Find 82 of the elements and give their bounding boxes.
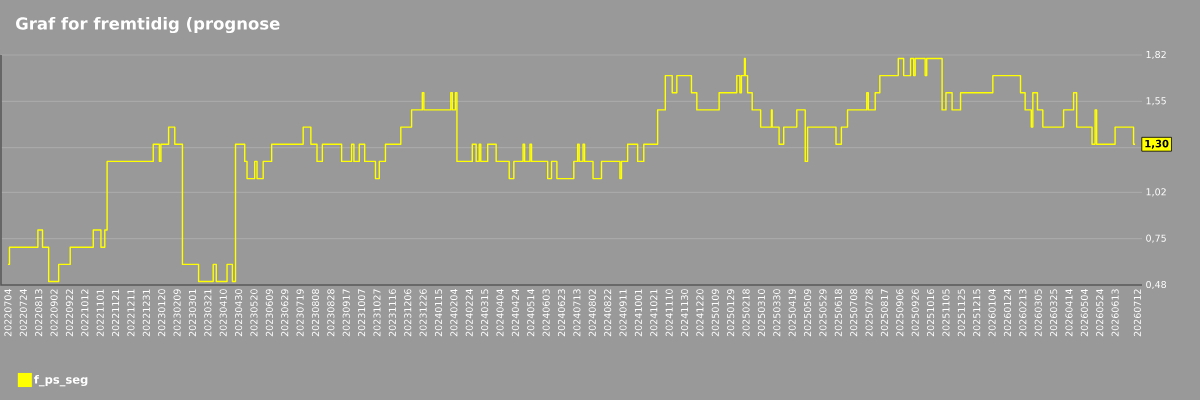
x-tick-label: 20250817 — [880, 289, 889, 337]
x-tick-label: 20250618 — [834, 289, 842, 337]
x-tick-label: 20220724 — [19, 289, 27, 337]
x-tick-label: 20221231 — [142, 289, 150, 337]
x-tick-label: 20260325 — [1049, 289, 1058, 337]
annotation: 1,30 — [1145, 139, 1169, 149]
x-tick-label: 20220922 — [65, 289, 74, 337]
y-tick-label: 1,82 — [1146, 50, 1166, 60]
x-tick-label: 20250109 — [711, 289, 719, 337]
x-tick-label: 20250728 — [865, 289, 873, 337]
x-tick-label: 20241220 — [696, 289, 704, 337]
x-tick-label: 20230301 — [188, 289, 197, 337]
y-tick-label: 1,02 — [1146, 188, 1166, 197]
x-tick-label: 20221211 — [127, 289, 135, 337]
x-tick-label: 20240822 — [604, 289, 612, 337]
y-tick-label: 0,48 — [1146, 280, 1167, 290]
x-tick-label: 20240315 — [481, 289, 489, 337]
x-tick-label: 20230209 — [173, 289, 181, 337]
x-tick-label: 20250529 — [819, 289, 827, 337]
x-tick-label: 20240115 — [434, 289, 443, 337]
x-tick-label: 20260613 — [1111, 289, 1119, 337]
x-tick-label: 20221012 — [81, 289, 89, 337]
x-tick-label: 20241130 — [680, 289, 689, 337]
x-tick-label: 20251105 — [942, 289, 950, 337]
x-tick-label: 20220704 — [4, 289, 12, 337]
x-tick-label: 20250129 — [727, 289, 735, 337]
x-tick-label: 20250708 — [850, 289, 858, 337]
x-tick-label: 20230520 — [250, 289, 258, 337]
x-tick-label: 20260305 — [1034, 289, 1042, 337]
x-tick-label: 20221101 — [96, 289, 104, 337]
x-tick-label: 20230120 — [158, 289, 166, 337]
x-tick-label: 20240404 — [496, 289, 504, 337]
x-tick-label: 20240603 — [542, 289, 550, 337]
x-tick-label: 20250330 — [773, 289, 781, 337]
y-tick-label: 1,55 — [1146, 97, 1166, 106]
chart-title: Graf for fremtidig (prognose — [16, 16, 280, 34]
x-tick-label: 20240802 — [588, 289, 596, 337]
x-tick-label: 20240623 — [557, 289, 566, 337]
x-tick-label: 20251125 — [957, 289, 965, 337]
x-tick-label: 20231206 — [404, 289, 412, 337]
x-tick-label: 20241001 — [634, 289, 642, 337]
x-tick-label: 20230629 — [281, 289, 289, 337]
x-tick-label: 20260414 — [1065, 289, 1073, 337]
x-tick-label: 20260213 — [1019, 289, 1027, 337]
x-tick-label: 20241021 — [650, 289, 658, 337]
x-tick-label: 20240204 — [450, 289, 458, 337]
x-tick-label: 20230828 — [327, 289, 335, 337]
x-tick-label: 20251215 — [973, 289, 981, 337]
x-tick-label: 20260104 — [988, 289, 996, 337]
x-tick-label: 20230430 — [234, 289, 243, 337]
x-tick-label: 20231007 — [358, 289, 366, 337]
x-tick-label: 20250926 — [911, 289, 919, 337]
x-tick-label: 20250218 — [742, 289, 750, 337]
x-tick-label: 20220902 — [50, 289, 58, 337]
x-tick-label: 20240713 — [573, 289, 581, 337]
x-tick-label: 20230917 — [342, 289, 350, 337]
x-tick-label: 20240424 — [511, 289, 519, 337]
x-tick-label: 20250509 — [803, 289, 812, 337]
x-tick-label: 20240911 — [619, 289, 627, 337]
x-tick-label: 20250310 — [757, 289, 766, 337]
x-tick-label: 20230808 — [311, 289, 320, 337]
x-tick-label: 20230609 — [265, 289, 273, 337]
x-tick-label: 20220813 — [35, 289, 43, 337]
x-tick-label: 20231116 — [388, 289, 396, 337]
x-tick-label: 20260124 — [1003, 289, 1012, 337]
x-tick-label: 20260712 — [1133, 289, 1141, 337]
x-tick-label: 20231027 — [373, 289, 381, 337]
x-tick-label: 20230410 — [219, 289, 227, 337]
x-tick-label: 20241110 — [665, 289, 673, 337]
x-tick-label: 20230719 — [296, 289, 304, 337]
x-tick-label: 20250419 — [788, 289, 796, 337]
y-tick-label: 0,75 — [1146, 234, 1166, 243]
x-tick-label: 20260504 — [1080, 289, 1088, 337]
x-tick-label: 20231226 — [419, 289, 427, 337]
x-tick-label: 20230321 — [204, 289, 212, 337]
legend-label: f_ps_seg — [34, 374, 88, 387]
x-tick-label: 20251016 — [926, 289, 935, 337]
x-tick-label: 20260524 — [1096, 289, 1104, 337]
x-tick-label: 20221121 — [111, 289, 120, 337]
x-tick-label: 20240514 — [527, 289, 535, 337]
x-tick-label: 20240224 — [465, 289, 473, 337]
x-tick-label: 20250906 — [896, 289, 904, 337]
